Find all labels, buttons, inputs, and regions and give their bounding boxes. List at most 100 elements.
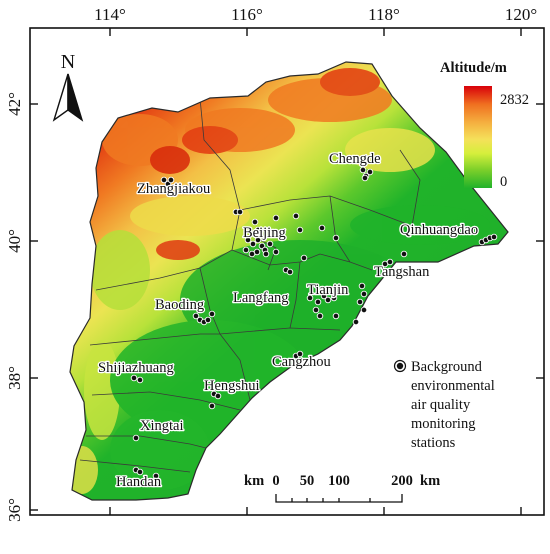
station-marker: [254, 236, 262, 244]
city-label-cangzhou: Cangzhou: [272, 354, 331, 370]
frame-ticks: [30, 28, 544, 515]
station-marker: [214, 392, 222, 400]
station-marker: [272, 214, 280, 222]
city-label-tianjin: Tianjin: [307, 282, 349, 298]
station-marker: [244, 236, 252, 244]
scale-label-100: 100: [328, 473, 350, 489]
station-marker: [400, 250, 408, 258]
station-marker: [130, 374, 138, 382]
latitude-tick-38: 38°: [5, 366, 24, 390]
station-marker: [359, 166, 367, 174]
station-marker: [318, 224, 326, 232]
station-marker: [272, 248, 280, 256]
station-marker: [132, 434, 140, 442]
station-marker: [360, 290, 368, 298]
station-marker: [300, 254, 308, 262]
station-marker: [356, 298, 364, 306]
station-marker: [160, 176, 168, 184]
north-arrow-label: N: [61, 51, 75, 73]
city-label-qinhuangdao: Qinhuangdao: [400, 222, 478, 238]
station-marker: [296, 226, 304, 234]
station-marker: [136, 468, 144, 476]
station-marker: [316, 312, 324, 320]
altitude-max-label: 2832: [500, 92, 529, 108]
region-outline: [69, 61, 509, 501]
station-marker: [208, 310, 216, 318]
station-marker: [314, 298, 322, 306]
station-marker: [286, 268, 294, 276]
station-marker: [136, 376, 144, 384]
altitude-min-label: 0: [500, 174, 507, 190]
station-marker: [152, 472, 160, 480]
station-marker: [358, 282, 366, 290]
longitude-tick-116: 116°: [231, 5, 263, 24]
station-legend: Background environmental air quality mon…: [393, 359, 495, 451]
station-marker: [490, 233, 498, 241]
station-marker: [236, 208, 244, 216]
longitude-tick-118: 118°: [368, 5, 400, 24]
station-marker: [386, 258, 394, 266]
scale-label-50: 50: [300, 473, 315, 489]
station-marker: [306, 294, 314, 302]
station-marker: [324, 296, 332, 304]
scale-bar: km 0 50 100 200 km: [244, 473, 440, 503]
station-marker: [332, 234, 340, 242]
station-legend-line-2: environmental: [411, 378, 495, 394]
station-marker: [312, 306, 320, 314]
station-legend-line-1: Background: [411, 359, 483, 375]
station-marker: [242, 246, 250, 254]
city-label-beijing: Beijing: [243, 225, 286, 241]
latitude-tick-36: 36°: [5, 498, 24, 522]
station-marker: [116, 476, 124, 484]
north-arrow: N: [52, 51, 84, 122]
station-marker: [208, 402, 216, 410]
prefecture-boundaries: [79, 97, 421, 473]
longitude-tick-120: 120°: [505, 5, 537, 24]
station-legend-line-4: monitoring: [411, 416, 475, 432]
latitude-tick-40: 40°: [5, 229, 24, 253]
scale-end-unit: km: [420, 473, 440, 489]
station-marker: [248, 250, 256, 258]
city-label-langfang: Langfang: [233, 290, 289, 306]
station-marker: [192, 312, 200, 320]
scale-label-200: 200: [391, 473, 413, 489]
city-label-handan: Handan: [116, 474, 162, 490]
city-label-tangshan: Tangshan: [374, 264, 430, 280]
station-marker: [352, 318, 360, 326]
station-marker: [167, 176, 175, 184]
scale-label-0: 0: [272, 473, 279, 489]
station-marker: [266, 240, 274, 248]
altitude-legend-title: Altitude/m: [440, 60, 507, 76]
city-label-baoding: Baoding: [155, 297, 204, 313]
station-marker: [262, 250, 270, 258]
station-marker: [360, 306, 368, 314]
station-marker: [254, 226, 262, 234]
station-legend-line-3: air quality: [411, 397, 471, 413]
north-arrow-right-icon: [67, 73, 84, 122]
station-marker: [320, 292, 328, 300]
city-label-chengde: Chengde: [329, 151, 381, 167]
latitude-tick-42: 42°: [5, 92, 24, 116]
altitude-legend: Altitude/m 2832 0: [440, 60, 529, 190]
scale-bar-line: [275, 494, 403, 503]
station-marker: [332, 312, 340, 320]
station-marker: [251, 218, 259, 226]
city-label-zhangjiakou: Zhangjiakou: [137, 181, 210, 197]
station-marker: [366, 168, 374, 176]
longitude-tick-114: 114°: [94, 5, 126, 24]
station-marker: [361, 174, 369, 182]
station-marker: [249, 240, 257, 248]
city-label-xingtai: Xingtai: [140, 418, 184, 434]
station-marker: [296, 350, 304, 358]
station-markers: [116, 166, 498, 484]
city-label-hengshui: Hengshui: [204, 378, 260, 394]
altitude-color-ramp: [464, 86, 492, 188]
station-legend-line-5: stations: [411, 435, 456, 451]
station-marker: [204, 316, 212, 324]
city-label-shijiazhuang: Shijiazhuang: [98, 360, 174, 376]
scale-unit-label: km: [244, 473, 264, 489]
station-marker: [292, 212, 300, 220]
station-marker: [330, 294, 338, 302]
